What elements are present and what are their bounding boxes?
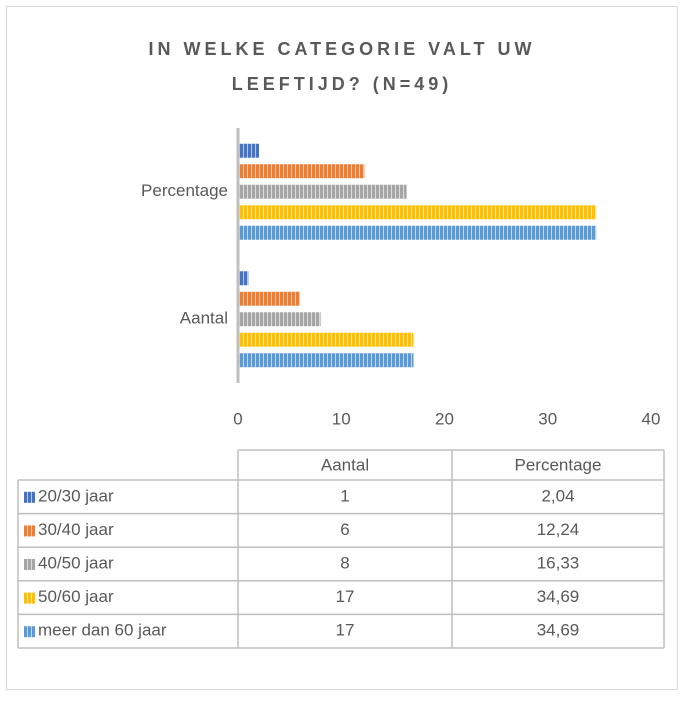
bar xyxy=(238,143,260,158)
legend-label: 50/60 jaar xyxy=(38,587,114,606)
x-tick-label: 10 xyxy=(332,409,351,428)
table-cell: 34,69 xyxy=(537,587,580,606)
table-cell: 2,04 xyxy=(541,486,574,505)
x-tick-label: 30 xyxy=(538,409,557,428)
legend-key xyxy=(24,491,35,503)
table-cell: 8 xyxy=(340,553,349,572)
legend-label: 30/40 jaar xyxy=(38,520,114,539)
chart-frame xyxy=(6,6,678,690)
bar xyxy=(238,205,597,220)
legend-label: 20/30 jaar xyxy=(38,486,114,505)
table-cell: 16,33 xyxy=(537,553,580,572)
table-header: Percentage xyxy=(515,455,602,474)
legend-label: 40/50 jaar xyxy=(38,553,114,572)
legend-key xyxy=(24,525,35,537)
bar xyxy=(238,164,365,179)
table-cell: 34,69 xyxy=(537,621,580,640)
table-header: Aantal xyxy=(321,455,369,474)
legend-key xyxy=(24,626,35,638)
bar xyxy=(238,271,249,286)
x-tick-label: 40 xyxy=(642,409,661,428)
table-cell: 17 xyxy=(336,587,355,606)
y-tick-label: Percentage xyxy=(141,181,228,200)
bar xyxy=(238,312,321,327)
y-tick-label: Aantal xyxy=(180,309,228,328)
bar xyxy=(238,184,407,199)
table-cell: 17 xyxy=(336,621,355,640)
table-cell: 1 xyxy=(340,486,349,505)
bar xyxy=(238,225,597,240)
legend-label: meer dan 60 jaar xyxy=(38,621,167,640)
legend-key xyxy=(24,592,35,604)
x-tick-label: 0 xyxy=(233,409,242,428)
legend-key xyxy=(24,559,35,570)
bar xyxy=(238,291,300,306)
table-cell: 6 xyxy=(340,520,349,539)
bar xyxy=(238,353,414,368)
x-tick-label: 20 xyxy=(435,409,454,428)
table-cell: 12,24 xyxy=(537,520,580,539)
bar xyxy=(238,332,414,347)
chart-title: IN WELKE CATEGORIE VALT UW LEEFTIJD? (N=4… xyxy=(149,39,536,94)
